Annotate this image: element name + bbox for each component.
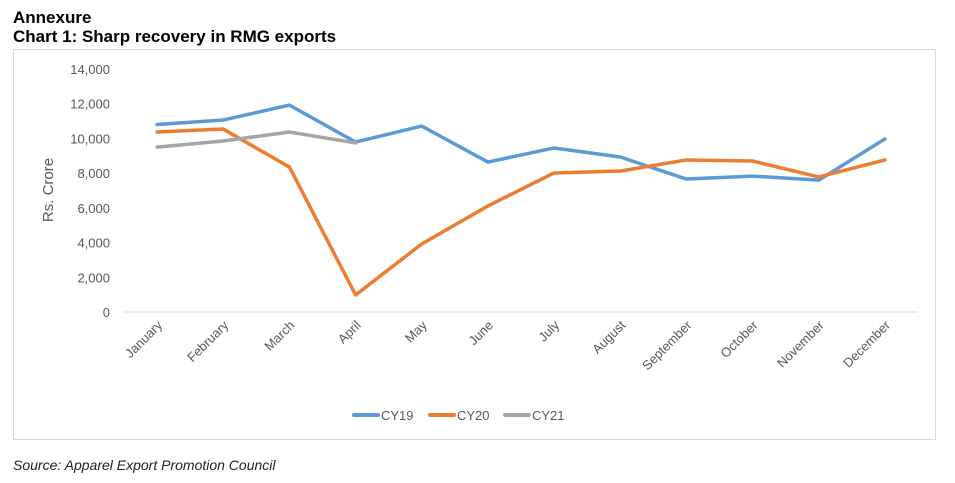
- y-tick-label: 0: [103, 305, 110, 320]
- y-tick-label: 4,000: [77, 236, 110, 251]
- y-axis-label: Rs. Crore: [40, 158, 57, 222]
- x-tick-label: June: [465, 318, 496, 349]
- x-tick-label: July: [535, 317, 562, 344]
- legend-label: CY19: [381, 408, 414, 423]
- chart-title: Chart 1: Sharp recovery in RMG exports: [13, 27, 337, 46]
- y-tick-label: 2,000: [77, 270, 110, 285]
- chart-frame: [13, 49, 936, 440]
- x-tick-label: September: [639, 317, 695, 373]
- x-tick-label: January: [122, 317, 166, 361]
- legend-label: CY20: [457, 408, 490, 423]
- series-line-cy19: [155, 103, 887, 182]
- x-tick-label: November: [774, 317, 827, 370]
- series-line-cy21: [155, 130, 358, 149]
- y-tick-label: 6,000: [77, 201, 110, 216]
- series-line-cy20: [155, 127, 887, 297]
- x-tick-label: March: [261, 318, 297, 354]
- x-tick-label: May: [402, 317, 430, 345]
- x-tick-label: April: [335, 317, 364, 346]
- x-tick-label: October: [717, 317, 761, 361]
- x-tick-label: August: [589, 317, 628, 356]
- source-note: Source: Apparel Export Promotion Council: [13, 457, 276, 473]
- y-tick-label: 12,000: [70, 97, 110, 112]
- x-tick-label: December: [840, 317, 893, 370]
- y-tick-label: 8,000: [77, 166, 110, 181]
- annexure-heading: Annexure: [13, 8, 92, 27]
- x-tick-label: February: [184, 317, 232, 365]
- y-tick-label: 14,000: [70, 62, 110, 77]
- y-tick-label: 10,000: [70, 131, 110, 146]
- legend-label: CY21: [532, 408, 565, 423]
